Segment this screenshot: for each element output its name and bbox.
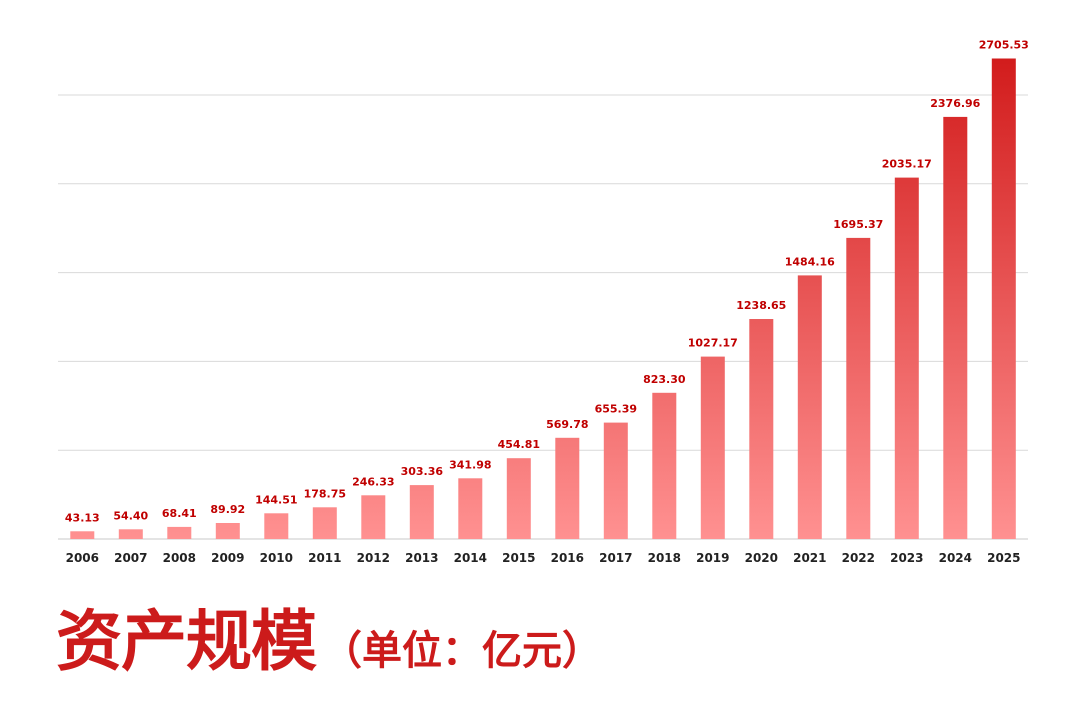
data-label: 1484.16 [785,255,835,268]
unit-label: （单位：亿元） [322,628,602,674]
data-label: 2705.53 [979,39,1029,52]
data-label: 54.40 [113,509,148,522]
bar [555,437,580,539]
data-label: 1027.17 [688,337,738,350]
data-label: 655.39 [595,403,637,416]
bar [894,177,919,539]
bar [943,116,968,540]
x-tick-label: 2006 [66,551,99,565]
x-tick-label: 2014 [454,551,487,565]
bar [846,237,871,539]
chart-title-block: 资产规模 （单位：亿元） [56,588,602,680]
x-tick-label: 2015 [502,551,535,565]
bar [361,495,386,539]
bar [797,275,822,539]
data-label: 89.92 [210,503,245,516]
data-label: 178.75 [304,487,346,500]
x-tick-label: 2013 [405,551,438,565]
bar [70,531,95,539]
bar [749,319,774,539]
x-tick-label: 2020 [745,551,778,565]
bar [409,485,434,539]
data-label: 569.78 [546,418,588,431]
x-tick-label: 2008 [163,551,196,565]
bar [118,529,143,539]
bar [652,392,677,539]
bar [215,523,240,539]
data-label: 454.81 [498,438,540,451]
data-label: 43.13 [65,511,100,524]
bar [312,507,337,539]
bar [167,526,192,539]
bar [991,58,1016,539]
x-tick-label: 2016 [551,551,584,565]
bars [70,58,1016,540]
data-label: 303.36 [401,465,444,478]
x-axis-ticks: 2006 2007 2008 2009 2010 2011 2012 2013 2014 2015… [66,551,1021,565]
data-label: 823.30 [643,373,686,386]
x-tick-label: 2024 [939,551,972,565]
x-tick-label: 2010 [260,551,293,565]
x-tick-label: 2012 [357,551,390,565]
data-label: 68.41 [162,507,197,520]
x-tick-label: 2011 [308,551,341,565]
data-label: 1695.37 [833,218,883,231]
data-label: 1238.65 [736,299,786,312]
value-labels: 43.13 54.40 68.41 89.92 144.51 178.75 246.33 30… [65,39,1029,525]
x-tick-label: 2025 [987,551,1020,565]
x-tick-label: 2022 [842,551,875,565]
x-tick-label: 2017 [599,551,632,565]
bar [264,513,289,539]
x-tick-label: 2009 [211,551,244,565]
x-tick-label: 2018 [648,551,681,565]
x-tick-label: 2023 [890,551,923,565]
x-tick-label: 2007 [114,551,147,565]
bar-chart: 43.13 54.40 68.41 89.92 144.51 178.75 246.33 30… [58,39,1029,565]
data-label: 2035.17 [882,158,932,171]
data-label: 2376.96 [930,97,980,110]
chart-title: 资产规模 [56,603,317,680]
bar [506,458,531,539]
data-label: 246.33 [352,475,394,488]
bar [603,422,628,539]
bar [458,478,483,539]
x-tick-label: 2021 [793,551,826,565]
x-tick-label: 2019 [696,551,729,565]
bar [700,356,725,539]
data-label: 144.51 [255,493,297,506]
data-label: 341.98 [449,458,491,471]
